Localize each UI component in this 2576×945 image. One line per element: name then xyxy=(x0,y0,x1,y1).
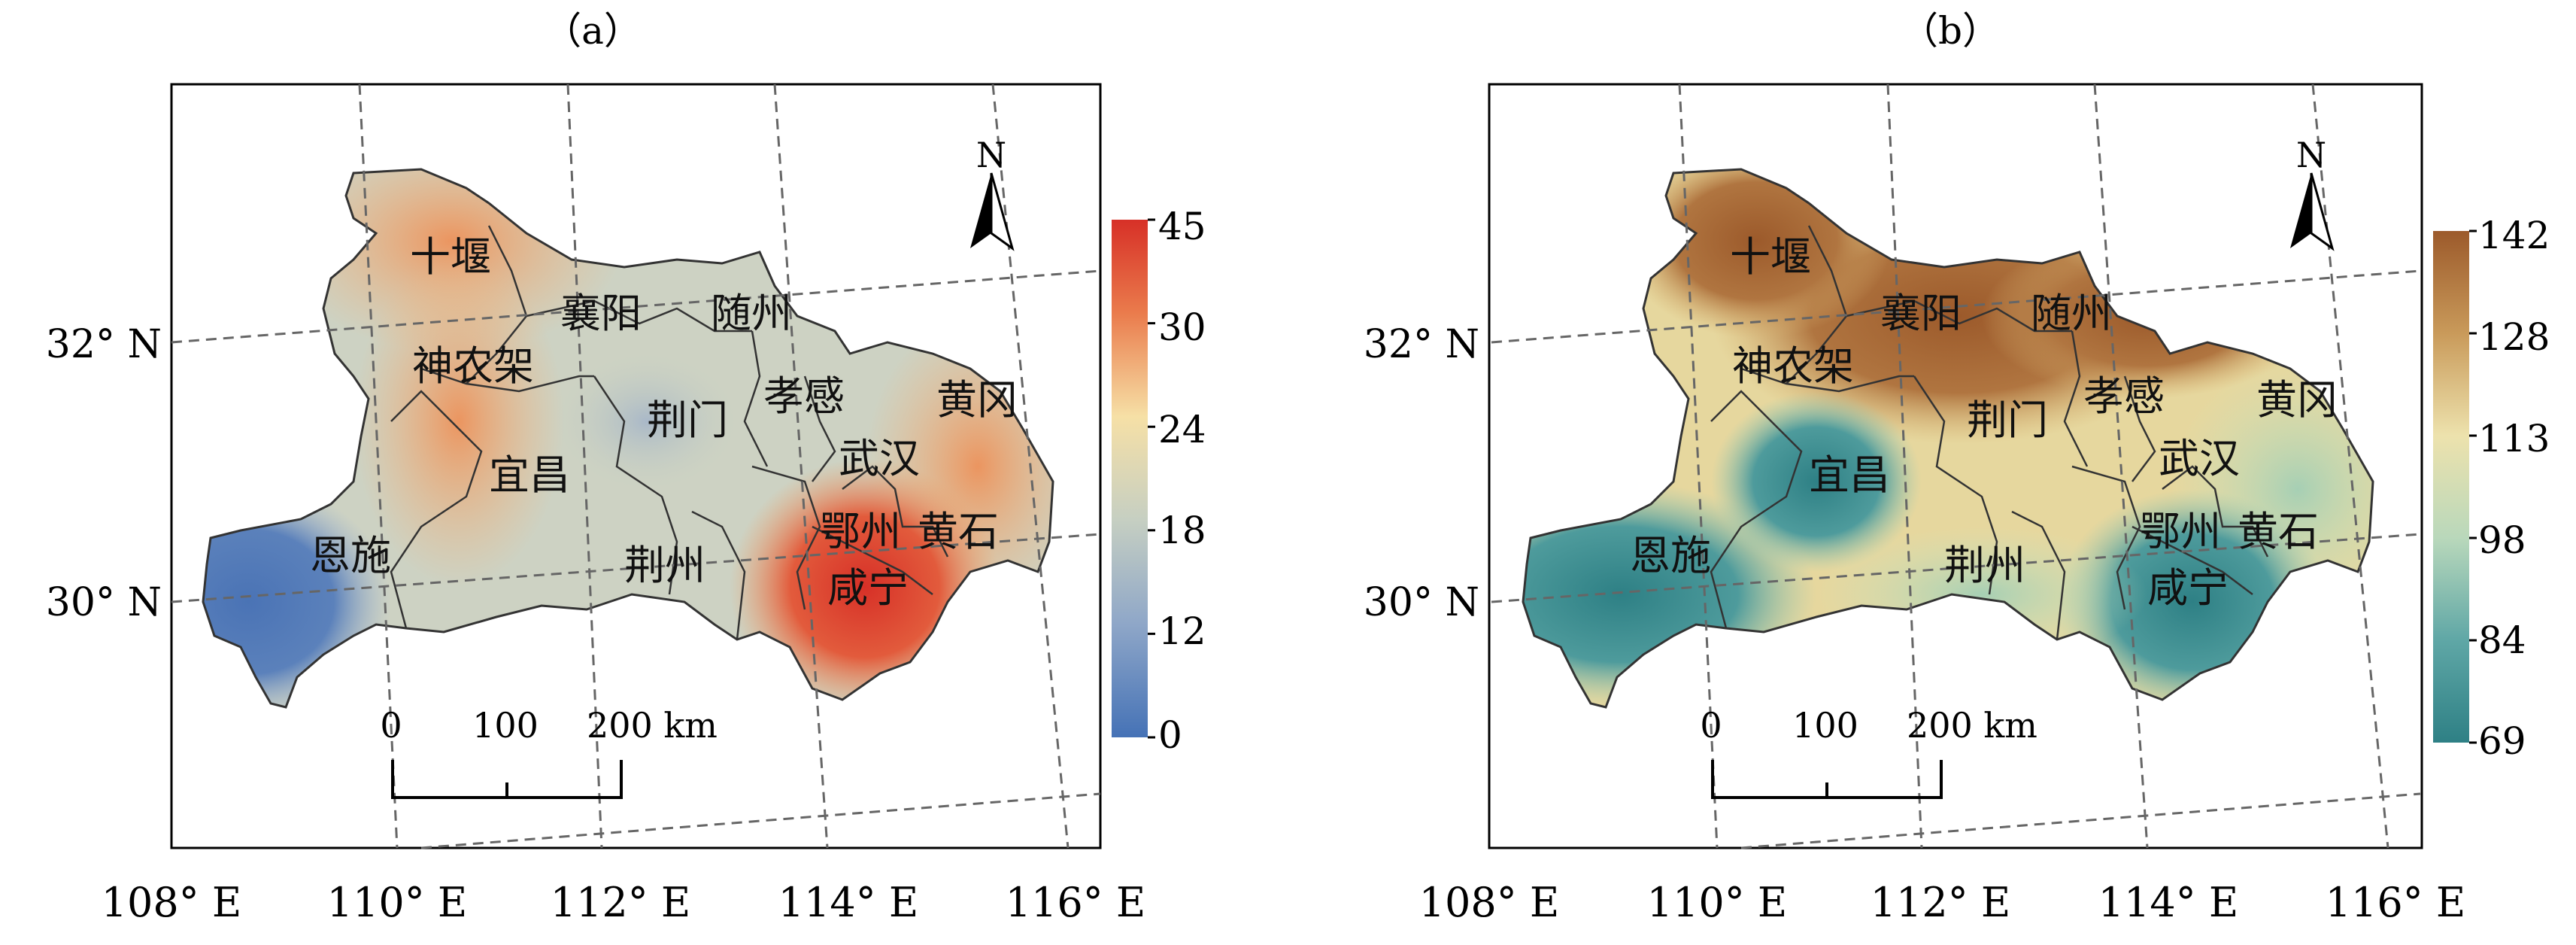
north-arrow-icon xyxy=(970,173,991,248)
scale-label: 200 km xyxy=(1907,705,2037,746)
scale-label: 0 xyxy=(380,705,402,746)
legend-tick: 84 xyxy=(2478,618,2526,662)
lon-label: 110° E xyxy=(1647,879,1788,926)
city-label: 孝感 xyxy=(763,372,845,420)
north-label: N xyxy=(976,135,1006,175)
city-label: 襄阳 xyxy=(1880,290,1962,337)
north-arrow-icon xyxy=(2290,173,2311,248)
legend-tick: 24 xyxy=(1158,408,1206,451)
north-label: N xyxy=(2296,135,2326,175)
legend-tick: 128 xyxy=(2478,315,2550,359)
city-label: 咸宁 xyxy=(2147,564,2229,612)
city-label: 恩施 xyxy=(310,532,391,579)
city-label: 神农架 xyxy=(412,342,534,390)
scale-label: 0 xyxy=(1700,705,1722,746)
city-label: 黄冈 xyxy=(936,376,1018,424)
legend-tick: 12 xyxy=(1158,609,1206,653)
north-arrow: N xyxy=(2290,135,2335,251)
axis-labels: 32° N 30° N 108° E 110° E 112° E 114° E … xyxy=(46,322,1146,926)
graticule xyxy=(1491,84,2421,849)
color-legend: 142 128 113 98 84 69 xyxy=(2433,214,2550,763)
lon-label: 110° E xyxy=(327,879,468,926)
city-label: 武汉 xyxy=(2159,435,2240,482)
city-label: 随州 xyxy=(2031,290,2112,337)
legend-tick: 0 xyxy=(1158,713,1182,757)
legend-bar xyxy=(1112,220,1148,737)
city-label: 黄冈 xyxy=(2256,376,2338,424)
lon-label: 108° E xyxy=(102,879,242,926)
legend-tick: 18 xyxy=(1158,509,1206,552)
city-label: 十堰 xyxy=(410,233,491,281)
scale-label: 200 km xyxy=(587,705,718,746)
city-label: 咸宁 xyxy=(827,564,909,612)
city-label: 黄石 xyxy=(2238,508,2319,555)
city-label: 荆门 xyxy=(1967,397,2048,444)
city-label: 荆州 xyxy=(1944,542,2025,589)
lat-label: 30° N xyxy=(46,580,162,625)
lon-label: 108° E xyxy=(1419,879,1560,926)
lat-label: 32° N xyxy=(1364,322,1479,367)
lon-label: 112° E xyxy=(551,879,691,926)
scale-bar: 0 100 200 km xyxy=(380,705,718,799)
axis-labels: 32° N 30° N 108° E 110° E 112° E 114° E … xyxy=(1364,322,2466,926)
scale-bar: 0 100 200 km xyxy=(1700,705,2037,799)
lon-label: 116° E xyxy=(2326,879,2466,926)
panel-label: （b） xyxy=(1901,9,2000,53)
city-label: 宜昌 xyxy=(1809,451,1890,499)
panel-label: （a） xyxy=(544,9,642,53)
city-label: 襄阳 xyxy=(560,290,642,337)
lon-label: 116° E xyxy=(1006,879,1146,926)
legend-bar xyxy=(2433,231,2469,743)
legend-tick: 113 xyxy=(2478,417,2550,460)
lon-label: 114° E xyxy=(778,879,919,926)
lon-label: 112° E xyxy=(1871,879,2011,926)
city-label: 宜昌 xyxy=(489,451,570,499)
city-label: 鄂州 xyxy=(2140,508,2221,555)
legend-tick: 142 xyxy=(2478,214,2550,257)
city-labels: 十堰 襄阳 随州 神农架 荆门 孝感 黄冈 宜昌 武汉 恩施 鄂州 黄石 荆州 … xyxy=(1630,233,2338,612)
color-legend: 45 30 24 18 12 0 xyxy=(1112,205,1206,757)
legend-tick: 98 xyxy=(2478,518,2526,562)
graticule xyxy=(171,84,1101,849)
lat-label: 30° N xyxy=(1364,580,1479,625)
legend-tick: 45 xyxy=(1158,205,1206,248)
city-label: 神农架 xyxy=(1732,342,1854,390)
legend-tick: 30 xyxy=(1158,305,1206,349)
city-label: 荆州 xyxy=(624,542,705,589)
city-label: 鄂州 xyxy=(820,508,901,555)
city-label: 荆门 xyxy=(647,397,728,444)
city-labels: 十堰 襄阳 随州 神农架 荆门 孝感 黄冈 宜昌 武汉 恩施 鄂州 黄石 荆州 … xyxy=(310,233,1018,612)
legend-tick: 69 xyxy=(2478,719,2526,763)
lat-label: 32° N xyxy=(46,322,162,367)
city-label: 武汉 xyxy=(839,435,920,482)
north-arrow: N xyxy=(970,135,1015,251)
city-label: 孝感 xyxy=(2083,372,2165,420)
city-label: 随州 xyxy=(711,290,792,337)
scale-label: 100 xyxy=(1792,705,1858,746)
lon-label: 114° E xyxy=(2098,879,2239,926)
scale-label: 100 xyxy=(472,705,539,746)
city-label: 恩施 xyxy=(1630,532,1711,579)
city-label: 黄石 xyxy=(918,508,999,555)
panel-a: （a） 十堰 襄阳 随州 神农架 xyxy=(46,9,1206,926)
city-label: 十堰 xyxy=(1730,233,1811,281)
panel-b: （b） 十堰 襄阳 随州 神农架 xyxy=(1364,9,2550,926)
